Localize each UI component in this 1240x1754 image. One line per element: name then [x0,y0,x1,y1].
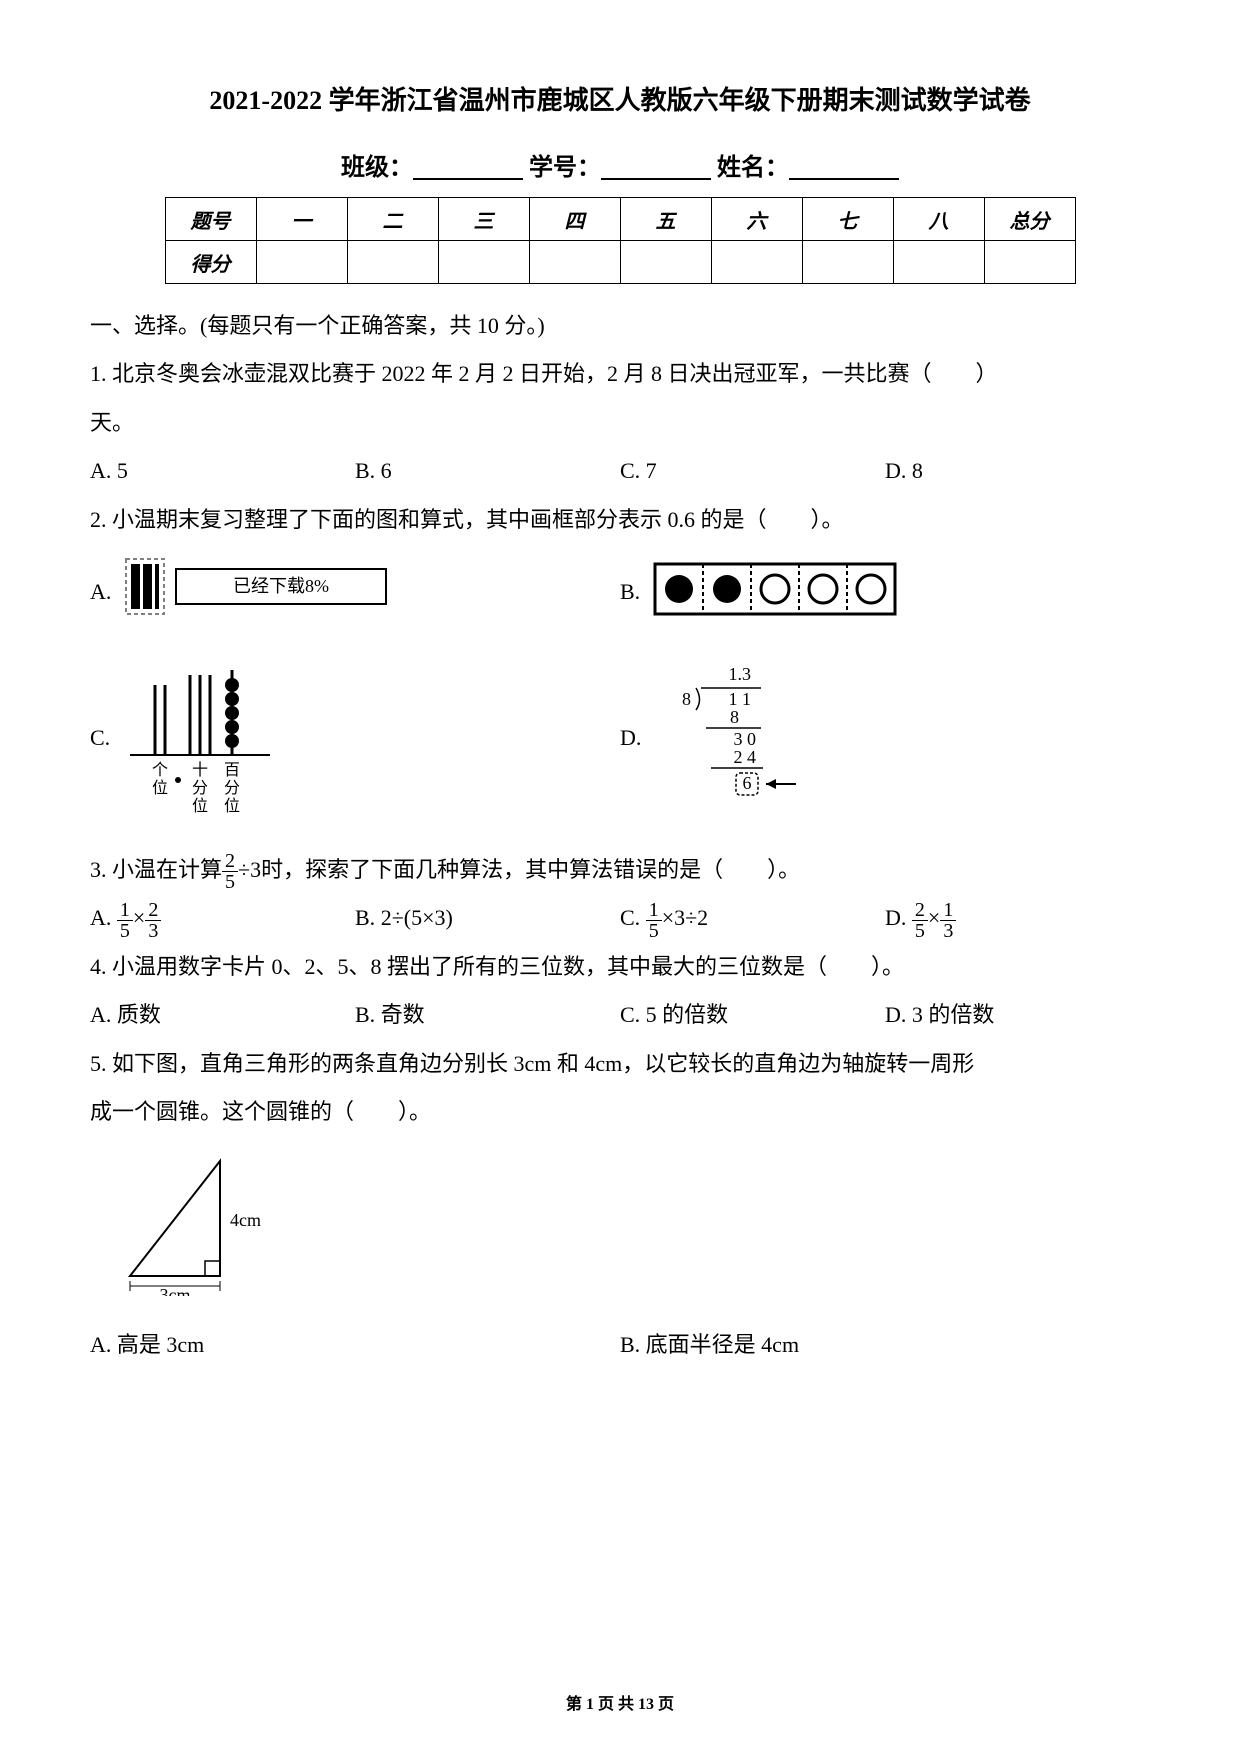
q1-opt-a[interactable]: A. 5 [90,447,355,495]
q5-opt-a[interactable]: A. 高是 3cm [90,1321,620,1369]
svg-text:位: 位 [152,779,168,797]
q3-pre: 3. 小温在计算 [90,857,222,882]
q2-d-figure[interactable]: 1.3 8 1 1 8 3 0 2 4 6 [651,660,821,816]
svg-text:分: 分 [224,779,240,797]
score-cell[interactable] [438,241,529,284]
q1-opt-c[interactable]: C. 7 [620,447,885,495]
svg-text:8: 8 [730,707,739,727]
th-total: 总分 [984,198,1075,241]
svg-text:2 4: 2 4 [734,747,757,767]
exam-title: 2021-2022 学年浙江省温州市鹿城区人教版六年级下册期末测试数学试卷 [90,80,1150,117]
q2-a-figure[interactable]: 已经下载8% [121,554,401,630]
score-cell[interactable] [893,241,984,284]
score-label: 得分 [165,241,256,284]
section-1-heading: 一、选择。(每题只有一个正确答案，共 10 分。) [90,302,1150,350]
svg-text:4cm: 4cm [230,1210,261,1230]
th-5: 五 [620,198,711,241]
svg-text:1.3: 1.3 [729,664,752,684]
score-cell[interactable] [347,241,438,284]
svg-text:3 0: 3 0 [734,729,757,749]
q1-text-b: 天。 [90,399,1150,447]
svg-text:1 1: 1 1 [729,689,752,709]
q2-a-label: A. [90,579,111,605]
q2-b-label: B. [620,579,640,605]
id-blank[interactable] [601,158,711,180]
svg-text:3cm: 3cm [160,1285,191,1296]
th-2: 二 [347,198,438,241]
q4-text: 4. 小温用数字卡片 0、2、5、8 摆出了所有的三位数，其中最大的三位数是（ … [90,943,1150,991]
score-cell[interactable] [984,241,1075,284]
th-4: 四 [529,198,620,241]
q5-line2: 成一个圆锥。这个圆锥的（ ）。 [90,1088,1150,1136]
page-footer: 第 1 页 共 13 页 [0,1690,1240,1714]
q2-text: 2. 小温期末复习整理了下面的图和算式，其中画框部分表示 0.6 的是（ ）。 [90,496,1150,544]
table-row: 得分 [165,241,1075,284]
class-label: 班级： [341,155,413,181]
q3-opt-b[interactable]: B. 2÷(5×3) [355,894,620,942]
q1-options: A. 5 B. 6 C. 7 D. 8 [90,447,1150,495]
q1-text-a: 1. 北京冬奥会冰壶混双比赛于 2022 年 2 月 2 日开始，2 月 8 日… [90,350,1150,398]
q2-row-ab: A. 已经下载8% B. [90,554,1150,630]
q5-opt-b[interactable]: B. 底面半径是 4cm [620,1321,1150,1369]
q2-row-cd: C. [90,655,1150,821]
svg-text:位: 位 [192,797,208,815]
svg-text:6: 6 [743,773,752,793]
q4-options: A. 质数 B. 奇数 C. 5 的倍数 D. 3 的倍数 [90,991,1150,1039]
svg-text:十: 十 [192,761,208,779]
download-caption: 已经下载8% [233,576,329,596]
class-blank[interactable] [413,158,523,180]
q3-mid: ÷3时，探索了下面几种算法，其中算法错误的是（ ）。 [238,857,800,882]
q3-text: 3. 小温在计算25÷3时，探索了下面几种算法，其中算法错误的是（ ）。 [90,846,1150,894]
name-label: 姓名： [717,155,789,181]
th-1: 一 [256,198,347,241]
svg-text:个: 个 [152,761,168,779]
q2-c-figure[interactable]: 个 十 百 位 分 分 位 位 [120,655,290,821]
th-8: 八 [893,198,984,241]
student-info-line: 班级： 学号： 姓名： [90,147,1150,182]
q5-line1: 5. 如下图，直角三角形的两条直角边分别长 3cm 和 4cm，以它较长的直角边… [90,1040,1150,1088]
score-cell[interactable] [529,241,620,284]
q2-c-label: C. [90,725,110,751]
q2-d-label: D. [620,725,641,751]
svg-text:位: 位 [224,797,240,815]
q2-b-figure[interactable] [650,554,910,630]
page: 2021-2022 学年浙江省温州市鹿城区人教版六年级下册期末测试数学试卷 班级… [0,0,1240,1754]
table-row: 题号 一 二 三 四 五 六 七 八 总分 [165,198,1075,241]
th-3: 三 [438,198,529,241]
score-cell[interactable] [711,241,802,284]
score-cell[interactable] [256,241,347,284]
q3-opt-d[interactable]: D. 25×13 [885,894,1150,942]
svg-text:分: 分 [192,779,208,797]
svg-text:百: 百 [224,762,240,779]
q4-opt-b[interactable]: B. 奇数 [355,991,620,1039]
name-blank[interactable] [789,158,899,180]
q1-opt-d[interactable]: D. 8 [885,447,1150,495]
q4-opt-d[interactable]: D. 3 的倍数 [885,991,1150,1039]
score-table: 题号 一 二 三 四 五 六 七 八 总分 得分 [165,197,1076,284]
th-7: 七 [802,198,893,241]
score-cell[interactable] [802,241,893,284]
q4-opt-a[interactable]: A. 质数 [90,991,355,1039]
score-cell[interactable] [620,241,711,284]
q4-opt-c[interactable]: C. 5 的倍数 [620,991,885,1039]
q3-options: A. 15×23 B. 2÷(5×3) C. 15×3÷2 D. 25×13 [90,894,1150,942]
q3-opt-a[interactable]: A. 15×23 [90,894,355,942]
q5-figure: 4cm 3cm [110,1146,1150,1301]
id-label: 学号： [529,155,601,181]
q1-opt-b[interactable]: B. 6 [355,447,620,495]
th-6: 六 [711,198,802,241]
q5-options: A. 高是 3cm B. 底面半径是 4cm [90,1321,1150,1369]
q3-frac: 25 [222,851,238,892]
svg-text:8: 8 [682,689,691,709]
th-num: 题号 [165,198,256,241]
q3-opt-c[interactable]: C. 15×3÷2 [620,894,885,942]
